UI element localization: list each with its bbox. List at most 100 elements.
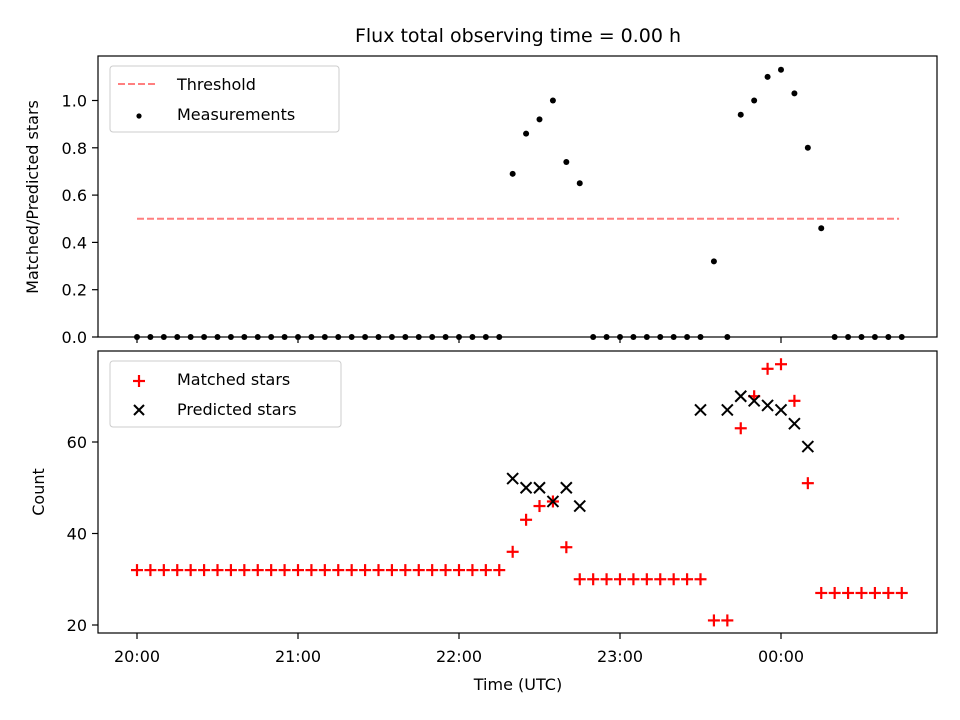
matched-stars-point bbox=[251, 564, 264, 577]
matched-stars-point bbox=[694, 573, 707, 586]
matched-stars-point bbox=[842, 586, 855, 599]
predicted-stars-point bbox=[747, 394, 761, 408]
chart-title: Flux total observing time = 0.00 h bbox=[355, 25, 681, 47]
measurement-point bbox=[778, 66, 784, 73]
matched-stars-point bbox=[131, 564, 143, 577]
measurement-point bbox=[509, 170, 516, 177]
matched-stars-point bbox=[815, 586, 828, 599]
matched-stars-point bbox=[157, 564, 170, 577]
matched-stars-point bbox=[318, 564, 331, 577]
predicted-stars-point bbox=[801, 440, 815, 453]
measurement-point bbox=[710, 258, 717, 265]
legend-matched-label: Matched stars bbox=[177, 370, 290, 389]
matched-stars-point bbox=[171, 564, 184, 577]
legend-predicted-label: Predicted stars bbox=[177, 400, 297, 419]
measurement-point bbox=[576, 180, 583, 187]
matched-stars-point bbox=[775, 358, 787, 371]
matched-stars-point bbox=[855, 586, 868, 599]
x-tick-label: 20:00 bbox=[114, 647, 160, 666]
matched-stars-point bbox=[868, 586, 881, 599]
x-tick-label: 22:00 bbox=[436, 647, 482, 666]
matched-stars-point bbox=[265, 564, 278, 577]
measurement-point bbox=[737, 111, 744, 118]
matched-stars-point bbox=[587, 573, 600, 586]
matched-stars-point bbox=[359, 564, 372, 577]
predicted-stars-point bbox=[560, 481, 573, 494]
predicted-stars-point bbox=[533, 481, 546, 494]
predicted-stars-point bbox=[573, 499, 586, 513]
matched-stars-point bbox=[707, 614, 720, 627]
matched-stars-point bbox=[385, 564, 398, 577]
predicted-stars-point bbox=[761, 399, 774, 412]
matched-stars-point bbox=[345, 564, 358, 577]
legend-measurements-swatch bbox=[136, 113, 142, 119]
predicted-stars-point bbox=[721, 403, 734, 417]
matched-stars-point bbox=[654, 573, 667, 586]
matched-stars-point bbox=[426, 564, 439, 577]
matched-stars-point bbox=[627, 573, 640, 586]
matched-stars-point bbox=[479, 564, 492, 577]
matched-stars-point bbox=[667, 573, 680, 586]
y-tick-label: 0.6 bbox=[62, 186, 87, 205]
matched-stars-point bbox=[466, 564, 479, 577]
matched-stars-point bbox=[801, 477, 814, 490]
matched-stars-point bbox=[305, 564, 318, 577]
matched-stars-point bbox=[211, 564, 224, 577]
bottom-y-axis-label: Count bbox=[29, 468, 48, 516]
y-tick-label: 0.4 bbox=[62, 233, 87, 252]
matched-stars-point bbox=[828, 586, 841, 599]
matched-stars-point bbox=[533, 500, 546, 513]
top-y-axis-label: Matched/Predicted stars bbox=[23, 100, 42, 294]
y-tick-label: 0.2 bbox=[62, 281, 87, 300]
bottom-marks bbox=[131, 358, 908, 627]
matched-stars-point bbox=[332, 564, 345, 577]
y-tick-label: 0.8 bbox=[62, 139, 87, 158]
matched-stars-point bbox=[439, 564, 452, 577]
legend-measurements-label: Measurements bbox=[177, 105, 295, 124]
matched-stars-point bbox=[721, 614, 734, 627]
measurement-point bbox=[549, 97, 556, 104]
bottom-panel: 20 40 60 20:00 21:00 22:00 23:00 00:00 Count T… bbox=[29, 350, 938, 694]
matched-stars-point bbox=[184, 564, 197, 577]
bottom-legend-box bbox=[109, 360, 342, 428]
y-tick-label: 60 bbox=[67, 433, 87, 452]
top-legend: Threshold Measurements bbox=[109, 65, 340, 133]
top-legend-box bbox=[109, 65, 340, 133]
bottom-y-ticks: 20 40 60 bbox=[67, 433, 98, 635]
measurement-point bbox=[751, 97, 758, 104]
measurement-point bbox=[791, 90, 798, 97]
predicted-stars-point bbox=[506, 472, 519, 485]
measurement-point bbox=[818, 225, 825, 232]
y-tick-label: 20 bbox=[67, 616, 87, 635]
legend-predicted-swatch bbox=[133, 404, 145, 416]
matched-stars-point bbox=[600, 573, 613, 586]
matched-stars-point bbox=[238, 564, 251, 577]
bottom-axes-frame bbox=[97, 350, 938, 634]
measurement-point bbox=[804, 144, 811, 151]
matched-stars-point bbox=[453, 564, 465, 577]
matched-stars-point bbox=[882, 586, 895, 599]
y-tick-label: 0.0 bbox=[62, 328, 87, 347]
legend-threshold-label: Threshold bbox=[176, 75, 256, 94]
y-tick-label: 40 bbox=[67, 525, 87, 544]
top-y-ticks: 0.0 0.2 0.4 0.6 0.8 1.0 bbox=[62, 92, 98, 347]
top-axes-frame bbox=[97, 55, 938, 338]
top-panel: 0.0 0.2 0.4 0.6 0.8 1.0 Matched/Predicted sta… bbox=[23, 55, 938, 347]
x-tick-label: 00:00 bbox=[758, 647, 804, 666]
matched-stars-point bbox=[144, 564, 157, 577]
matched-stars-point bbox=[372, 564, 385, 577]
matched-stars-point bbox=[412, 564, 425, 577]
y-tick-label: 1.0 bbox=[62, 92, 87, 111]
measurement-point bbox=[764, 73, 771, 80]
x-tick-label: 23:00 bbox=[597, 647, 643, 666]
predicted-stars-point bbox=[519, 481, 533, 494]
matched-stars-point bbox=[224, 564, 237, 577]
matched-stars-point bbox=[640, 573, 653, 586]
matched-stars-point bbox=[734, 422, 747, 435]
matched-stars-point bbox=[278, 564, 291, 577]
measurement-point bbox=[563, 158, 570, 165]
x-tick-label: 21:00 bbox=[275, 647, 321, 666]
matched-stars-point bbox=[761, 362, 774, 375]
predicted-stars-point bbox=[546, 495, 560, 508]
